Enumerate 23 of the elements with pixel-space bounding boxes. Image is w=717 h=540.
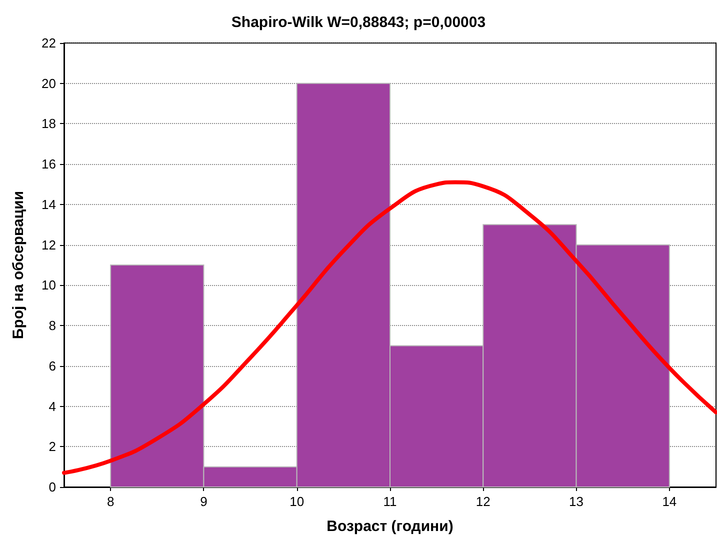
x-tick-label: 9 (200, 494, 208, 509)
chart-title: Shapiro-Wilk W=0,88843; p=0,00003 (231, 14, 486, 31)
y-tick-label: 22 (42, 36, 56, 50)
y-tick-label: 16 (42, 156, 56, 172)
y-tick-label: 6 (48, 358, 56, 374)
x-tick-label: 13 (569, 494, 584, 509)
y-tick-label: 0 (48, 480, 56, 494)
x-tick-label: 12 (476, 494, 490, 509)
x-axis-title: Возраст (години) (326, 518, 454, 535)
y-tick-label: 18 (42, 116, 56, 132)
y-tick-label: 20 (42, 76, 56, 91)
y-tick-label: 2 (48, 439, 56, 454)
y-tick-label: 10 (42, 278, 56, 293)
y-tick-label: 12 (42, 237, 56, 252)
y-tick-label: 14 (42, 196, 56, 212)
y-axis-title: Број на обсервации (10, 190, 27, 340)
y-tick-label: 8 (48, 318, 56, 334)
y-tick-label: 4 (48, 398, 56, 414)
x-tick-label: 10 (290, 494, 304, 509)
x-tick-label: 8 (106, 494, 114, 509)
x-tick-label: 11 (383, 494, 397, 509)
line-series (62, 180, 717, 475)
x-tick-label: 14 (662, 494, 677, 509)
